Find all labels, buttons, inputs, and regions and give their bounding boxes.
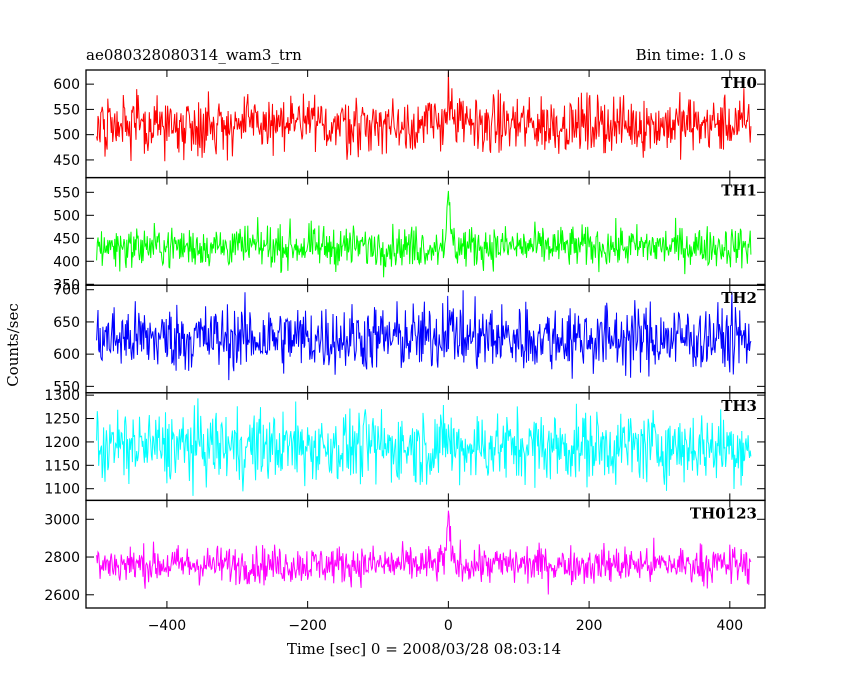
series-label-th0123: TH0123 <box>690 504 757 522</box>
y-tick-label: 3000 <box>44 512 80 528</box>
y-tick-label: 550 <box>53 379 80 395</box>
panel-frame-th1 <box>85 176 766 286</box>
y-tick-label: 600 <box>53 77 80 93</box>
y-tick-label: 400 <box>53 254 80 270</box>
x-tick-label: 200 <box>576 618 603 634</box>
x-tick-label: 0 <box>444 618 453 634</box>
series-line-th1 <box>96 190 752 278</box>
series-label-th0: TH0 <box>721 74 757 92</box>
y-tick-label: 500 <box>53 208 80 224</box>
series-label-th2: TH2 <box>721 289 757 307</box>
x-tick-label: −200 <box>288 618 326 634</box>
y-tick-label: 1200 <box>44 435 80 451</box>
x-axis-label: Time [sec] 0 = 2008/03/28 08:03:14 <box>287 640 561 658</box>
y-tick-label: 650 <box>53 315 80 331</box>
y-tick-label: 1150 <box>44 458 80 474</box>
y-axis-label: Counts/sec <box>4 303 22 387</box>
y-tick-label: 2600 <box>44 588 80 604</box>
bin-time-label: Bin time: 1.0 s <box>636 46 746 64</box>
y-tick-label: 550 <box>53 185 80 201</box>
y-tick-label: 1100 <box>44 482 80 498</box>
panel-frame-th0123 <box>85 499 766 609</box>
y-tick-label: 1250 <box>44 412 80 428</box>
y-tick-label: 500 <box>53 128 80 144</box>
y-tick-label: 2800 <box>44 550 80 566</box>
y-tick-label: 550 <box>53 102 80 118</box>
series-label-th3: TH3 <box>721 397 757 415</box>
y-tick-label: 700 <box>53 283 80 299</box>
series-line-th3 <box>96 398 752 496</box>
series-line-th2 <box>96 290 752 381</box>
series-label-th1: TH1 <box>721 182 757 200</box>
y-tick-label: 450 <box>53 153 80 169</box>
y-tick-label: 1300 <box>44 388 80 404</box>
y-tick-label: 450 <box>53 231 80 247</box>
series-line-th0123 <box>96 510 752 595</box>
y-tick-label: 600 <box>53 347 80 363</box>
y-tick-label: 350 <box>53 277 80 293</box>
series-line-th0 <box>96 71 752 162</box>
x-tick-label: −400 <box>148 618 186 634</box>
panels-group: 450 500 550 600 TH0 350 400 450 500 550 TH1 550 600 6… <box>44 69 766 634</box>
chart-title: ae080328080314_wam3_trn <box>86 46 302 64</box>
x-tick-label: 400 <box>716 618 743 634</box>
